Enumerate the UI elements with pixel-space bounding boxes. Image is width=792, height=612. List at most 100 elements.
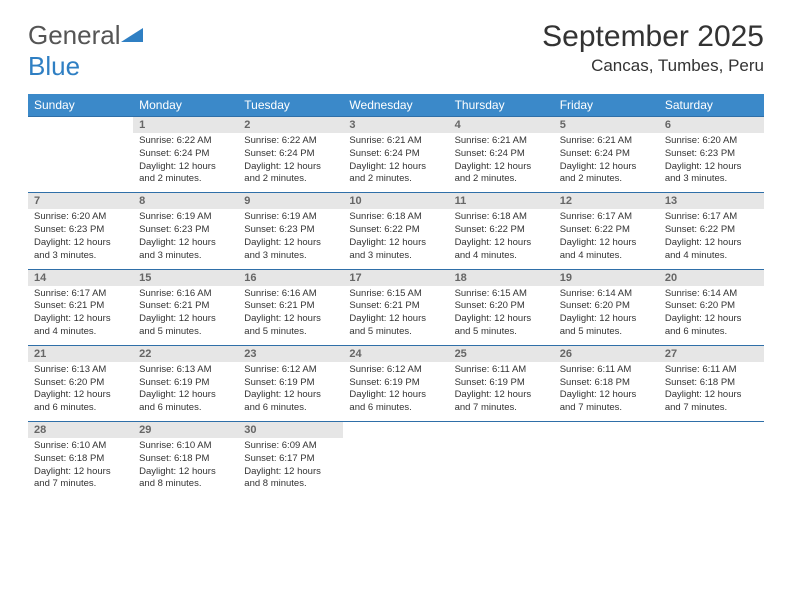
day-line: Daylight: 12 hours: [34, 313, 127, 326]
day-line: Sunrise: 6:14 AM: [665, 288, 758, 301]
day-line: Sunrise: 6:11 AM: [665, 364, 758, 377]
day-header: Monday: [133, 94, 238, 117]
day-line: Daylight: 12 hours: [139, 313, 232, 326]
logo-text: General Blue: [28, 20, 143, 82]
day-body: Sunrise: 6:18 AMSunset: 6:22 PMDaylight:…: [343, 209, 448, 268]
day-line: Sunset: 6:18 PM: [139, 453, 232, 466]
day-line: Sunset: 6:21 PM: [244, 300, 337, 313]
day-line: Daylight: 12 hours: [665, 313, 758, 326]
calendar-week: 7Sunrise: 6:20 AMSunset: 6:23 PMDaylight…: [28, 193, 764, 269]
calendar-cell: 28Sunrise: 6:10 AMSunset: 6:18 PMDayligh…: [28, 422, 133, 498]
day-line: Sunrise: 6:22 AM: [139, 135, 232, 148]
day-line: Daylight: 12 hours: [560, 237, 653, 250]
calendar-cell: 2Sunrise: 6:22 AMSunset: 6:24 PMDaylight…: [238, 117, 343, 193]
day-line: Sunrise: 6:10 AM: [139, 440, 232, 453]
day-number: 7: [28, 193, 133, 209]
day-line: Sunrise: 6:13 AM: [34, 364, 127, 377]
logo: General Blue: [28, 20, 143, 82]
day-number: 28: [28, 422, 133, 438]
calendar-week: 1Sunrise: 6:22 AMSunset: 6:24 PMDaylight…: [28, 117, 764, 193]
day-line: Daylight: 12 hours: [560, 389, 653, 402]
day-body: Sunrise: 6:14 AMSunset: 6:20 PMDaylight:…: [554, 286, 659, 345]
day-line: Sunset: 6:18 PM: [34, 453, 127, 466]
day-line: and 8 minutes.: [244, 478, 337, 491]
day-line: Sunrise: 6:11 AM: [560, 364, 653, 377]
day-body: Sunrise: 6:15 AMSunset: 6:20 PMDaylight:…: [449, 286, 554, 345]
day-line: Sunset: 6:21 PM: [34, 300, 127, 313]
day-line: Daylight: 12 hours: [349, 237, 442, 250]
day-line: Daylight: 12 hours: [244, 237, 337, 250]
day-line: Daylight: 12 hours: [244, 161, 337, 174]
day-line: Daylight: 12 hours: [244, 466, 337, 479]
day-number: 21: [28, 346, 133, 362]
calendar-cell: 5Sunrise: 6:21 AMSunset: 6:24 PMDaylight…: [554, 117, 659, 193]
day-line: and 2 minutes.: [455, 173, 548, 186]
day-number: 25: [449, 346, 554, 362]
day-number: 27: [659, 346, 764, 362]
day-number: 9: [238, 193, 343, 209]
day-line: Daylight: 12 hours: [455, 237, 548, 250]
day-line: Sunset: 6:22 PM: [560, 224, 653, 237]
day-number: 12: [554, 193, 659, 209]
day-line: Sunset: 6:20 PM: [665, 300, 758, 313]
day-line: and 4 minutes.: [34, 326, 127, 339]
day-header: Saturday: [659, 94, 764, 117]
day-body: Sunrise: 6:22 AMSunset: 6:24 PMDaylight:…: [238, 133, 343, 192]
day-number: 13: [659, 193, 764, 209]
calendar-cell: 8Sunrise: 6:19 AMSunset: 6:23 PMDaylight…: [133, 193, 238, 269]
day-line: and 6 minutes.: [349, 402, 442, 415]
day-body: Sunrise: 6:19 AMSunset: 6:23 PMDaylight:…: [133, 209, 238, 268]
calendar-table: SundayMondayTuesdayWednesdayThursdayFrid…: [28, 94, 764, 497]
calendar-cell: 10Sunrise: 6:18 AMSunset: 6:22 PMDayligh…: [343, 193, 448, 269]
title-block: September 2025 Cancas, Tumbes, Peru: [542, 20, 764, 76]
calendar-cell: [554, 422, 659, 498]
day-number: 19: [554, 270, 659, 286]
day-line: and 7 minutes.: [455, 402, 548, 415]
day-line: and 5 minutes.: [244, 326, 337, 339]
day-header: Thursday: [449, 94, 554, 117]
day-line: Daylight: 12 hours: [139, 389, 232, 402]
day-line: and 6 minutes.: [34, 402, 127, 415]
day-line: and 2 minutes.: [244, 173, 337, 186]
day-line: and 5 minutes.: [349, 326, 442, 339]
day-line: Daylight: 12 hours: [244, 389, 337, 402]
day-line: Sunset: 6:20 PM: [560, 300, 653, 313]
day-line: Sunrise: 6:18 AM: [349, 211, 442, 224]
day-line: Sunrise: 6:21 AM: [349, 135, 442, 148]
day-line: Sunset: 6:23 PM: [244, 224, 337, 237]
day-number: 24: [343, 346, 448, 362]
day-line: Sunrise: 6:19 AM: [244, 211, 337, 224]
day-header-row: SundayMondayTuesdayWednesdayThursdayFrid…: [28, 94, 764, 117]
day-line: Sunrise: 6:12 AM: [349, 364, 442, 377]
day-body: Sunrise: 6:19 AMSunset: 6:23 PMDaylight:…: [238, 209, 343, 268]
calendar-cell: 18Sunrise: 6:15 AMSunset: 6:20 PMDayligh…: [449, 269, 554, 345]
calendar-cell: 22Sunrise: 6:13 AMSunset: 6:19 PMDayligh…: [133, 345, 238, 421]
day-line: Sunset: 6:24 PM: [349, 148, 442, 161]
day-body: [554, 426, 659, 480]
day-number: 14: [28, 270, 133, 286]
day-body: Sunrise: 6:10 AMSunset: 6:18 PMDaylight:…: [133, 438, 238, 497]
day-line: Daylight: 12 hours: [34, 237, 127, 250]
day-line: Sunrise: 6:21 AM: [560, 135, 653, 148]
calendar-cell: [343, 422, 448, 498]
day-line: Sunrise: 6:16 AM: [139, 288, 232, 301]
day-body: Sunrise: 6:12 AMSunset: 6:19 PMDaylight:…: [343, 362, 448, 421]
calendar-cell: 20Sunrise: 6:14 AMSunset: 6:20 PMDayligh…: [659, 269, 764, 345]
month-title: September 2025: [542, 20, 764, 54]
day-line: Sunrise: 6:20 AM: [665, 135, 758, 148]
calendar-cell: [659, 422, 764, 498]
day-number: 6: [659, 117, 764, 133]
day-body: Sunrise: 6:16 AMSunset: 6:21 PMDaylight:…: [238, 286, 343, 345]
logo-triangle-icon: [121, 20, 143, 51]
day-line: Daylight: 12 hours: [349, 161, 442, 174]
day-number: 5: [554, 117, 659, 133]
day-line: Daylight: 12 hours: [560, 313, 653, 326]
day-line: and 2 minutes.: [349, 173, 442, 186]
calendar-cell: 26Sunrise: 6:11 AMSunset: 6:18 PMDayligh…: [554, 345, 659, 421]
day-line: Daylight: 12 hours: [349, 313, 442, 326]
logo-word2: Blue: [28, 51, 80, 81]
day-line: Sunrise: 6:19 AM: [139, 211, 232, 224]
day-number: 3: [343, 117, 448, 133]
day-body: Sunrise: 6:15 AMSunset: 6:21 PMDaylight:…: [343, 286, 448, 345]
day-line: Sunset: 6:19 PM: [349, 377, 442, 390]
